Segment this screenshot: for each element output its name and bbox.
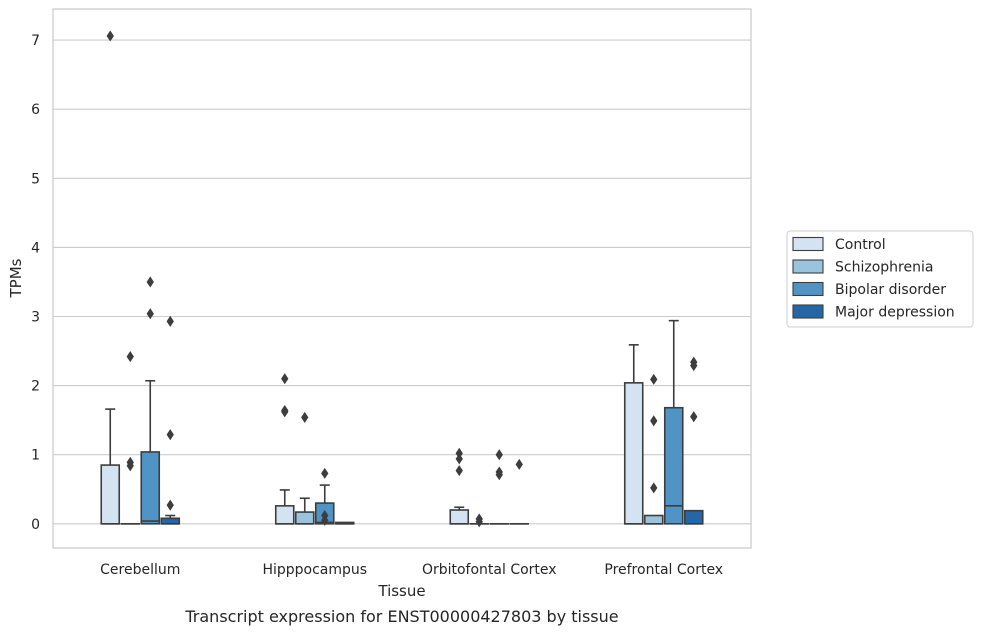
box-body xyxy=(160,517,181,525)
box-body xyxy=(100,464,121,525)
legend: Control Schizophrenia Bipolar disorder Majo… xyxy=(786,230,974,328)
plot-frame xyxy=(52,8,752,549)
box-schizophrenia xyxy=(120,351,141,525)
box-major-depression xyxy=(683,356,704,525)
outlier-point xyxy=(495,469,503,481)
y-tick-label: 1 xyxy=(31,448,40,464)
x-tick-label: Hipppocampus xyxy=(262,562,367,578)
outlier-point xyxy=(126,351,134,363)
box-major-depression xyxy=(160,315,181,525)
outlier-point xyxy=(281,373,289,385)
box-marks xyxy=(100,30,704,528)
box-body xyxy=(449,509,470,525)
outlier-point xyxy=(515,458,523,470)
box-body xyxy=(683,509,704,525)
legend-label: Schizophrenia xyxy=(835,260,933,276)
box-control xyxy=(274,373,295,525)
outlier-point xyxy=(301,411,309,423)
outlier-point xyxy=(650,482,658,494)
box-schizophrenia xyxy=(294,411,315,525)
outlier-point xyxy=(146,308,154,320)
y-tick-label: 4 xyxy=(31,240,40,256)
box-body xyxy=(623,382,644,525)
x-tick-label: Orbitofontal Cortex xyxy=(422,562,557,578)
box-bipolar-disorder xyxy=(663,319,684,525)
box-control xyxy=(623,344,644,525)
y-tick-label: 0 xyxy=(31,517,40,533)
box-body xyxy=(140,451,161,525)
outlier-point xyxy=(281,406,289,418)
x-tick-label: Cerebellum xyxy=(100,562,180,578)
outlier-point xyxy=(166,429,174,441)
outlier-point xyxy=(495,449,503,461)
outlier-point xyxy=(146,276,154,288)
outlier-point xyxy=(690,360,698,372)
box-schizophrenia xyxy=(469,513,490,528)
box-control xyxy=(449,447,470,525)
outlier-point xyxy=(166,499,174,511)
box-bipolar-disorder xyxy=(314,467,335,526)
legend-swatch xyxy=(792,236,824,252)
legend-swatch xyxy=(792,259,824,274)
outlier-point xyxy=(690,411,698,423)
legend-frame xyxy=(786,230,974,328)
box-bipolar-disorder xyxy=(489,449,510,525)
box-body xyxy=(294,511,315,525)
grid-lines xyxy=(53,39,751,525)
box-control xyxy=(100,30,121,525)
y-tick-label: 7 xyxy=(31,33,40,49)
box-body xyxy=(643,514,664,525)
x-axis-label: Tissue xyxy=(377,582,425,600)
outlier-point xyxy=(650,373,658,385)
outlier-point xyxy=(650,415,658,427)
y-tick-labels: 0 1 2 3 4 5 6 7 xyxy=(31,33,40,533)
chart-caption: Transcript expression for ENST0000042780… xyxy=(184,607,618,626)
box-body xyxy=(663,406,684,525)
outlier-point xyxy=(475,516,483,528)
box-body xyxy=(274,505,295,525)
y-tick-label: 2 xyxy=(31,379,40,395)
y-axis-label: TPMs xyxy=(7,258,25,298)
box-schizophrenia xyxy=(643,373,664,525)
legend-label: Major depression xyxy=(835,305,955,321)
outlier-point xyxy=(166,315,174,327)
box-major-depression xyxy=(334,521,355,525)
box-major-depression xyxy=(509,458,530,525)
x-tick-label: Prefrontal Cortex xyxy=(604,562,723,578)
outlier-point xyxy=(455,453,463,465)
box-bipolar-disorder xyxy=(140,276,161,525)
y-tick-label: 3 xyxy=(31,310,40,326)
legend-label: Bipolar disorder xyxy=(835,282,946,298)
legend-label: Control xyxy=(835,237,886,253)
outlier-point xyxy=(321,467,329,479)
outlier-point xyxy=(106,30,114,42)
x-tick-labels: Cerebellum Hipppocampus Orbitofontal Corte… xyxy=(100,562,723,578)
outlier-point xyxy=(321,514,329,526)
outlier-point xyxy=(126,460,134,472)
y-tick-label: 6 xyxy=(31,102,40,118)
legend-swatch xyxy=(792,304,824,319)
outlier-point xyxy=(455,465,463,477)
y-tick-label: 5 xyxy=(31,171,40,187)
legend-swatch xyxy=(792,281,824,297)
